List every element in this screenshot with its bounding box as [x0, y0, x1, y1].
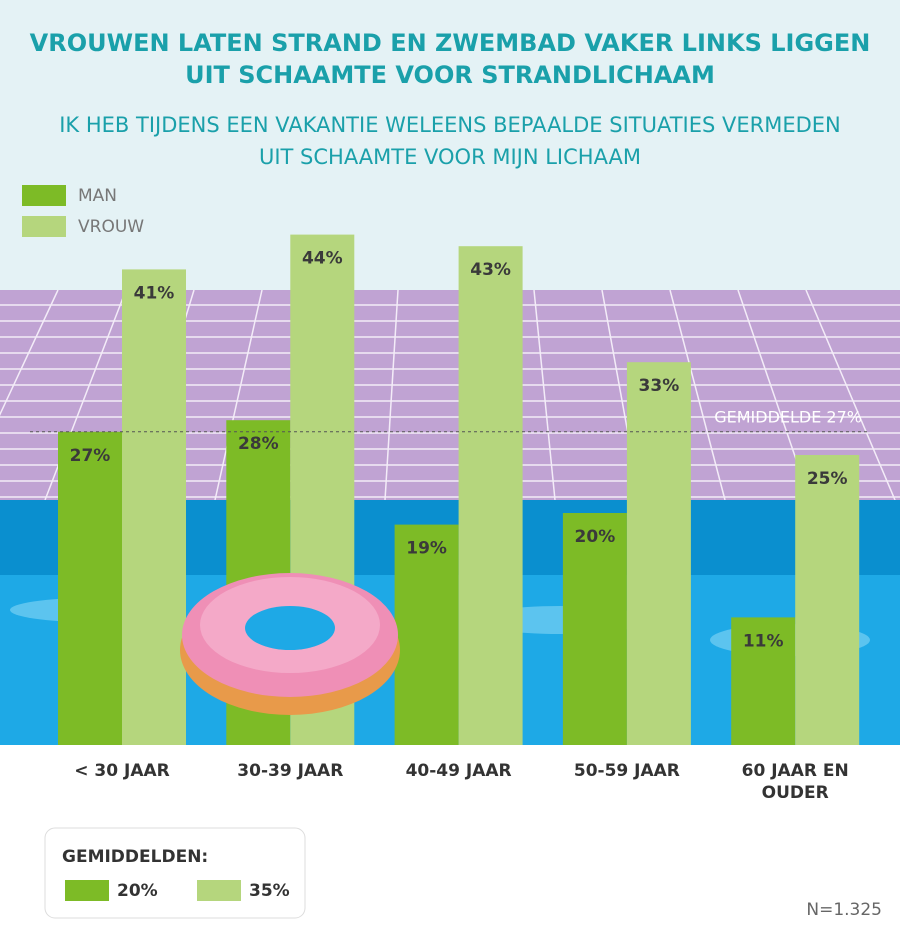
value-label: 25% [807, 469, 848, 489]
bar [562, 513, 627, 745]
x-tick-label: 30-39 JAAR [237, 761, 344, 781]
value-label: 33% [639, 376, 680, 396]
averages-value: 20% [117, 881, 158, 901]
chart-title: UIT SCHAAMTE VOOR STRANDLICHAAM [185, 61, 715, 89]
x-tick-label: < 30 JAAR [74, 761, 170, 781]
chart-subtitle: IK HEB TIJDENS EEN VAKANTIE WELEENS BEPA… [59, 113, 841, 137]
value-label: 44% [302, 249, 343, 269]
x-tick-label: 50-59 JAAR [573, 761, 680, 781]
note: N=1.325 [806, 900, 882, 920]
averages-swatch [197, 880, 241, 901]
value-label: 19% [406, 539, 447, 559]
bar [58, 431, 122, 745]
value-label: 41% [134, 283, 175, 303]
value-label: 11% [743, 631, 784, 651]
averages-swatch [65, 880, 109, 901]
x-tick-label: 60 JAAR EN OUDER [741, 761, 849, 803]
donut [180, 573, 400, 715]
legend-label: VROUW [78, 217, 144, 237]
bar [795, 455, 860, 745]
averages-value: 35% [249, 881, 290, 901]
chart-subtitle: UIT SCHAAMTE VOOR MIJN LICHAAM [259, 145, 641, 169]
bar [394, 524, 459, 745]
value-label: 43% [470, 260, 511, 280]
value-label: 28% [238, 434, 279, 454]
bar [122, 269, 186, 745]
averages-title: GEMIDDELDEN: [62, 847, 208, 867]
averages-box [44, 827, 306, 919]
bar [626, 362, 691, 745]
legend-swatch [22, 185, 66, 206]
bar [458, 246, 523, 745]
chart-title: VROUWEN LATEN STRAND EN ZWEMBAD VAKER LI… [30, 29, 871, 57]
value-label: 20% [575, 527, 616, 547]
x-tick-label: 40-49 JAAR [405, 761, 512, 781]
bar [731, 617, 796, 745]
average-label: GEMIDDELDE 27% [714, 407, 862, 426]
legend-swatch [22, 216, 66, 237]
value-label: 27% [70, 446, 111, 466]
legend-label: MAN [78, 186, 117, 206]
